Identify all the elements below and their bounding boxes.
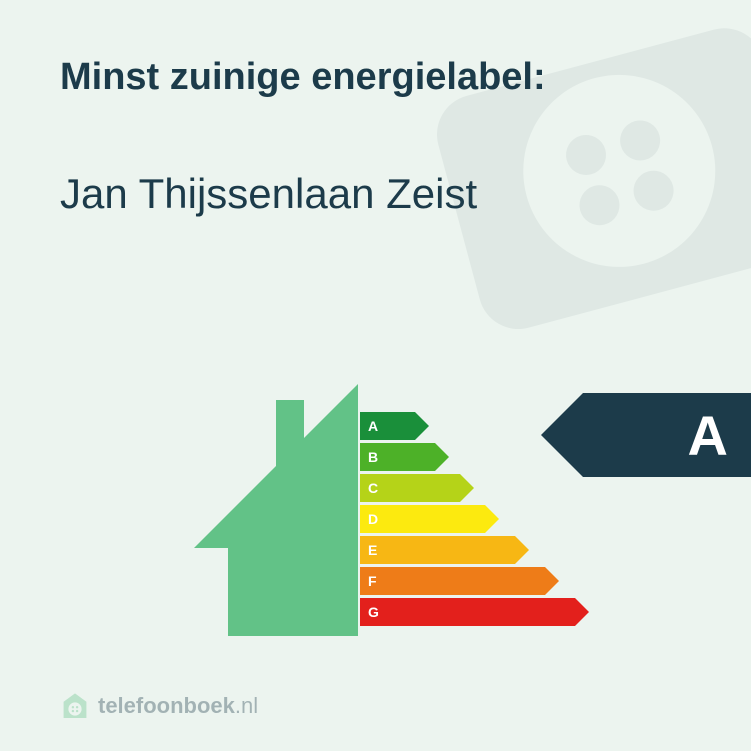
energy-bar-label: C: [368, 474, 378, 502]
energy-bar-label: F: [368, 567, 377, 595]
address-subtitle: Jan Thijssenlaan Zeist: [60, 170, 477, 218]
energy-label-diagram: ABCDEFG: [180, 380, 580, 640]
energy-bar-label: B: [368, 443, 378, 471]
result-badge-label: A: [688, 403, 729, 468]
result-badge: A: [541, 393, 751, 477]
footer-brand: telefoonboek.nl: [60, 691, 258, 721]
energy-bar-label: D: [368, 505, 378, 533]
energy-bar-label: E: [368, 536, 377, 564]
brand-bold: telefoonboek: [98, 693, 235, 718]
energy-bar-label: A: [368, 412, 378, 440]
brand-icon: [60, 691, 90, 721]
energy-bar-label: G: [368, 598, 379, 626]
brand-text: telefoonboek.nl: [98, 693, 258, 719]
page-title: Minst zuinige energielabel:: [60, 56, 546, 99]
brand-thin: .nl: [235, 693, 258, 718]
house-icon: [180, 380, 358, 640]
